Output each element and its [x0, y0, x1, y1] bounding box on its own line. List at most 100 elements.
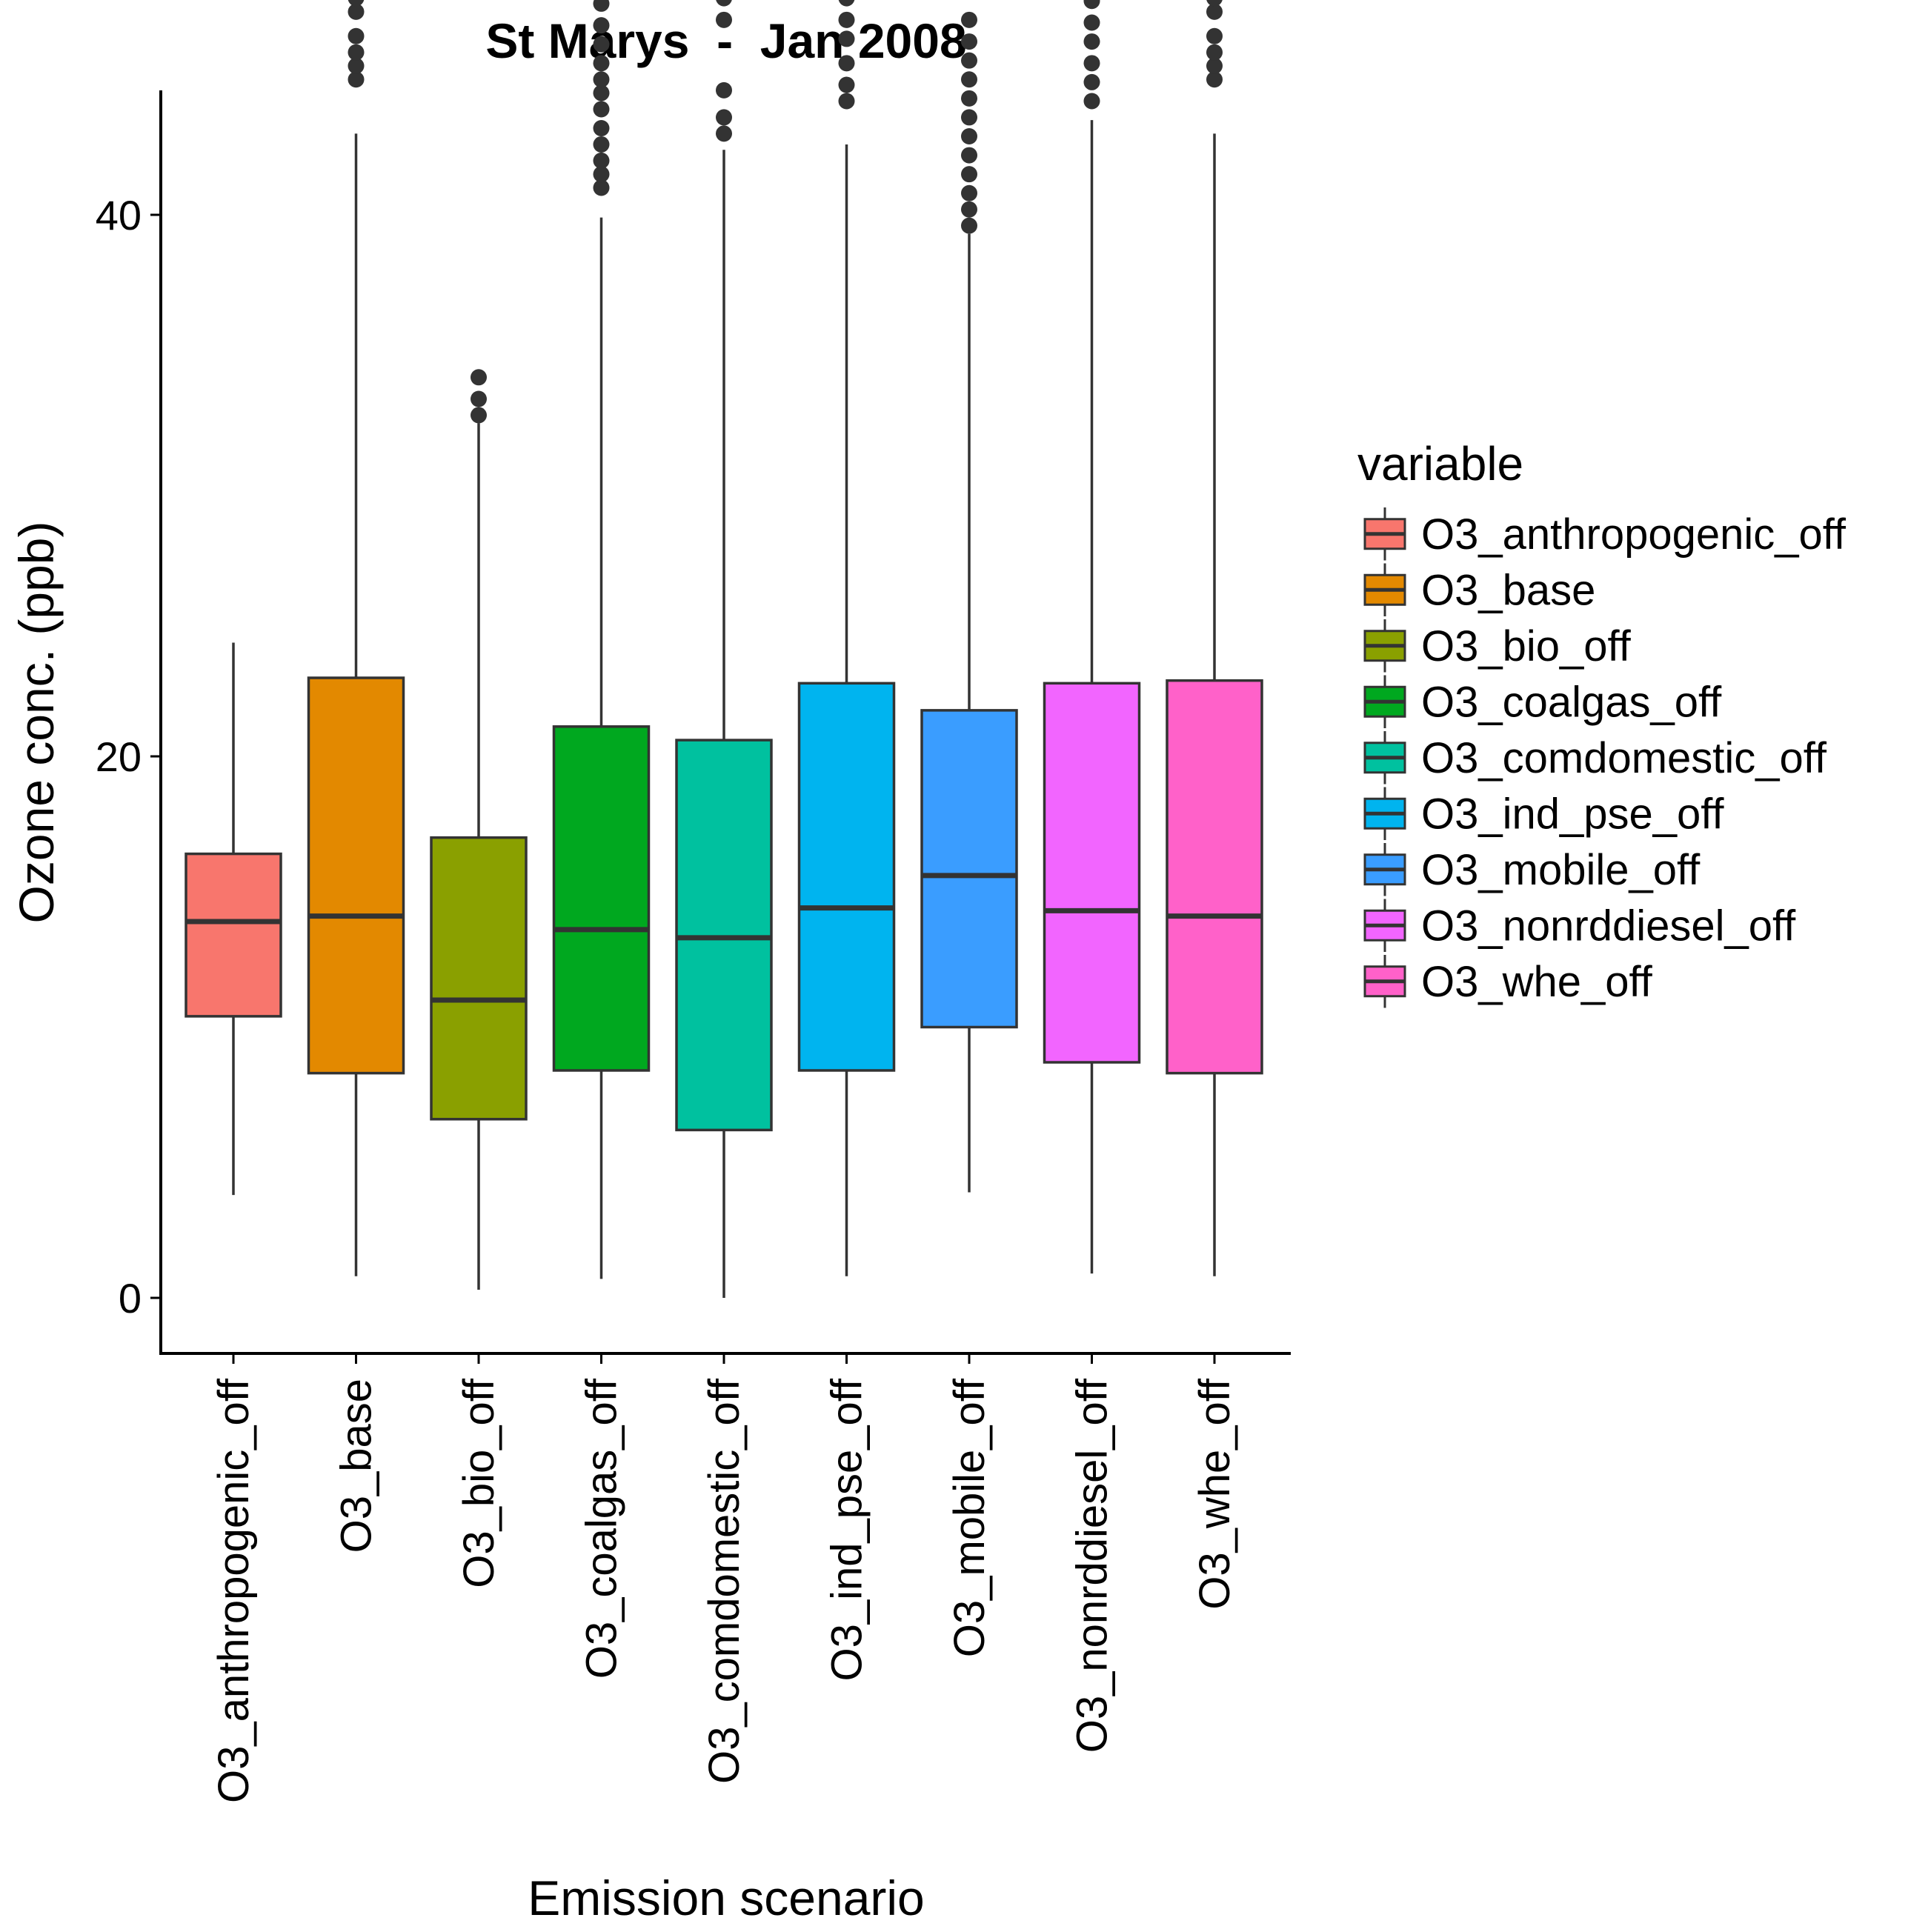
outlier-point — [593, 0, 610, 12]
y-tick-label: 0 — [119, 1275, 142, 1322]
outlier-point — [716, 11, 732, 28]
outlier-point — [348, 27, 365, 44]
legend-label: O3_anthropogenic_off — [1421, 510, 1846, 559]
iqr-box — [1043, 682, 1141, 1064]
legend-label: O3_mobile_off — [1421, 846, 1701, 894]
y-tick-label: 40 — [96, 192, 142, 239]
box-O3_ind_pse_off — [797, 0, 896, 1276]
x-tick-label: O3_bio_off — [455, 1378, 503, 1588]
outlier-point — [1083, 0, 1100, 10]
box-O3_comdomestic_off — [675, 0, 773, 1298]
outlier-point — [1083, 73, 1100, 90]
outlier-point — [593, 136, 610, 153]
outlier-point — [593, 120, 610, 137]
x-tick-label: O3_anthropogenic_off — [210, 1378, 258, 1803]
box-O3_mobile_off — [920, 11, 1018, 1193]
outlier-point — [593, 101, 610, 118]
legend-item-O3_mobile_off: O3_mobile_off — [1363, 843, 1701, 896]
legend-label: O3_coalgas_off — [1421, 678, 1722, 726]
iqr-box — [552, 725, 651, 1072]
outlier-point — [1206, 57, 1223, 74]
legend-label: O3_whe_off — [1421, 958, 1653, 1006]
outlier-point — [961, 11, 977, 28]
iqr-box — [307, 676, 405, 1075]
legend-item-O3_base: O3_base — [1363, 563, 1595, 616]
outlier-point — [961, 109, 977, 126]
outlier-point — [1206, 44, 1223, 61]
box-O3_coalgas_off — [552, 0, 651, 1279]
y-axis-label: Ozone conc. (ppb) — [9, 522, 64, 924]
outlier-point — [716, 125, 732, 142]
outlier-point — [593, 55, 610, 72]
box-O3_whe_off — [1166, 0, 1263, 1276]
outlier-point — [593, 36, 610, 53]
outlier-point — [471, 390, 487, 407]
x-axis-label: Emission scenario — [528, 1871, 925, 1925]
outlier-point — [838, 0, 855, 7]
y-axis-ticks: 020406080 — [96, 192, 161, 1322]
outlier-point — [593, 17, 610, 34]
outlier-point — [1083, 14, 1100, 31]
outlier-point — [348, 0, 365, 7]
plot-area: 020406080 O3_anthropogenic_offO3_baseO3_… — [96, 0, 1291, 1803]
legend-item-O3_bio_off: O3_bio_off — [1363, 619, 1632, 673]
outlier-point — [838, 55, 855, 72]
box-O3_base — [307, 0, 405, 1276]
outlier-point — [1206, 3, 1223, 20]
legend-item-O3_comdomestic_off: O3_comdomestic_off — [1363, 731, 1827, 785]
outlier-point — [961, 71, 977, 88]
x-tick-label: O3_mobile_off — [945, 1378, 994, 1657]
outlier-point — [716, 109, 732, 126]
legend-item-O3_ind_pse_off: O3_ind_pse_off — [1363, 787, 1724, 840]
x-tick-label: O3_ind_pse_off — [823, 1378, 871, 1681]
legend-item-O3_whe_off: O3_whe_off — [1363, 955, 1653, 1008]
box-O3_anthropogenic_off — [185, 642, 282, 1196]
outlier-point — [593, 71, 610, 88]
iqr-box — [797, 682, 896, 1072]
legend-item-O3_nonrddiesel_off: O3_nonrddiesel_off — [1363, 899, 1796, 952]
outlier-point — [348, 44, 365, 61]
outlier-point — [348, 3, 365, 20]
legend-title: variable — [1357, 437, 1523, 490]
outlier-point — [348, 57, 365, 74]
x-tick-label: O3_base — [333, 1379, 381, 1553]
outlier-point — [838, 11, 855, 28]
outlier-point — [961, 201, 977, 218]
box-O3_bio_off — [430, 369, 528, 1290]
outlier-point — [593, 84, 610, 101]
outlier-point — [471, 407, 487, 424]
outlier-point — [348, 71, 365, 88]
outlier-point — [716, 0, 732, 7]
outlier-point — [1206, 71, 1223, 88]
outlier-point — [1083, 93, 1100, 110]
legend-label: O3_bio_off — [1421, 622, 1632, 670]
legend-label: O3_nonrddiesel_off — [1421, 902, 1796, 950]
outlier-point — [593, 166, 610, 183]
outlier-point — [961, 147, 977, 164]
iqr-box — [920, 709, 1018, 1029]
outlier-point — [838, 93, 855, 110]
outlier-point — [1206, 0, 1223, 7]
iqr-box — [430, 836, 528, 1121]
outlier-point — [961, 52, 977, 69]
x-tick-label: O3_nonrddiesel_off — [1068, 1378, 1117, 1753]
legend: variable O3_anthropogenic_off O3_base O3_b… — [1357, 437, 1846, 1008]
outlier-point — [471, 369, 487, 386]
x-tick-label: O3_whe_off — [1191, 1378, 1239, 1610]
y-tick-label: 20 — [96, 733, 142, 780]
x-tick-label: O3_comdomestic_off — [700, 1378, 748, 1784]
legend-label: O3_comdomestic_off — [1421, 734, 1827, 782]
outlier-point — [961, 217, 977, 234]
legend-item-O3_anthropogenic_off: O3_anthropogenic_off — [1363, 507, 1846, 561]
outlier-point — [961, 128, 977, 145]
outlier-point — [593, 152, 610, 169]
outlier-point — [716, 81, 732, 99]
iqr-box — [675, 739, 773, 1132]
x-axis-ticks: O3_anthropogenic_off O3_base O3_bio_off O3_… — [210, 1353, 1239, 1803]
outlier-point — [961, 184, 977, 201]
boxes — [185, 0, 1263, 1298]
legend-label: O3_base — [1421, 566, 1595, 614]
x-tick-label: O3_coalgas_off — [578, 1378, 626, 1679]
legend-item-O3_coalgas_off: O3_coalgas_off — [1363, 675, 1722, 728]
